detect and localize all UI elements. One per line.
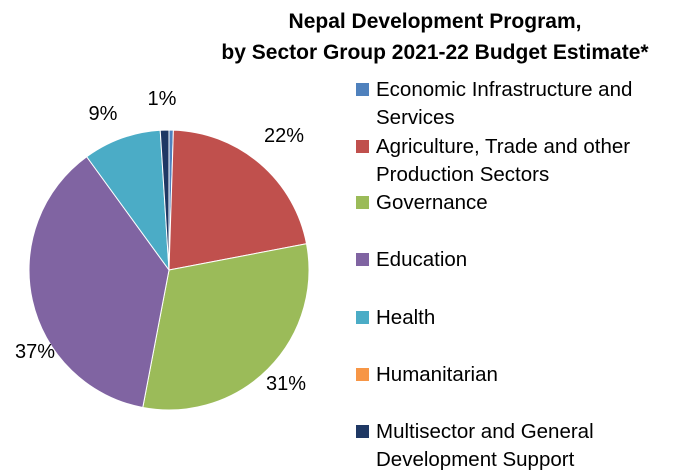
chart-title-line-2: by Sector Group 2021-22 Budget Estimate* (221, 41, 649, 64)
chart-title-line-1: Nepal Development Program, (288, 10, 582, 33)
data-label-2: 31% (266, 373, 306, 395)
legend-label: Health (376, 306, 436, 329)
pie-slice-2 (142, 243, 310, 411)
legend-swatch (356, 253, 369, 266)
legend-swatch (356, 140, 369, 153)
legend-label: Humanitarian (376, 363, 498, 386)
pie-slice-6 (159, 129, 170, 271)
legend-label: Multisector and General Development Supp… (376, 420, 594, 471)
legend-swatch (356, 425, 369, 438)
legend-label: Governance (376, 191, 488, 214)
legend-label: Education (376, 248, 468, 271)
data-label-1: 22% (264, 125, 304, 147)
pie-slice-3 (28, 156, 170, 409)
legend-swatch (356, 311, 369, 324)
chart-title: Nepal Development Program, by Sector Gro… (185, 6, 685, 68)
pie-slice-4 (86, 129, 170, 272)
legend-swatch (356, 196, 369, 209)
legend-swatch (356, 368, 369, 381)
data-label-6: 1% (148, 88, 177, 110)
data-label-4: 9% (89, 103, 118, 125)
pie-slice-1 (168, 129, 308, 271)
legend-label: Agriculture, Trade and other Production … (376, 135, 631, 186)
data-label-3: 37% (15, 341, 55, 363)
legend-swatch (356, 83, 369, 96)
legend-label: Economic Infrastructure and Services (376, 78, 633, 129)
pie-chart: 22% 31% 37% 9% 1% (15, 88, 310, 411)
